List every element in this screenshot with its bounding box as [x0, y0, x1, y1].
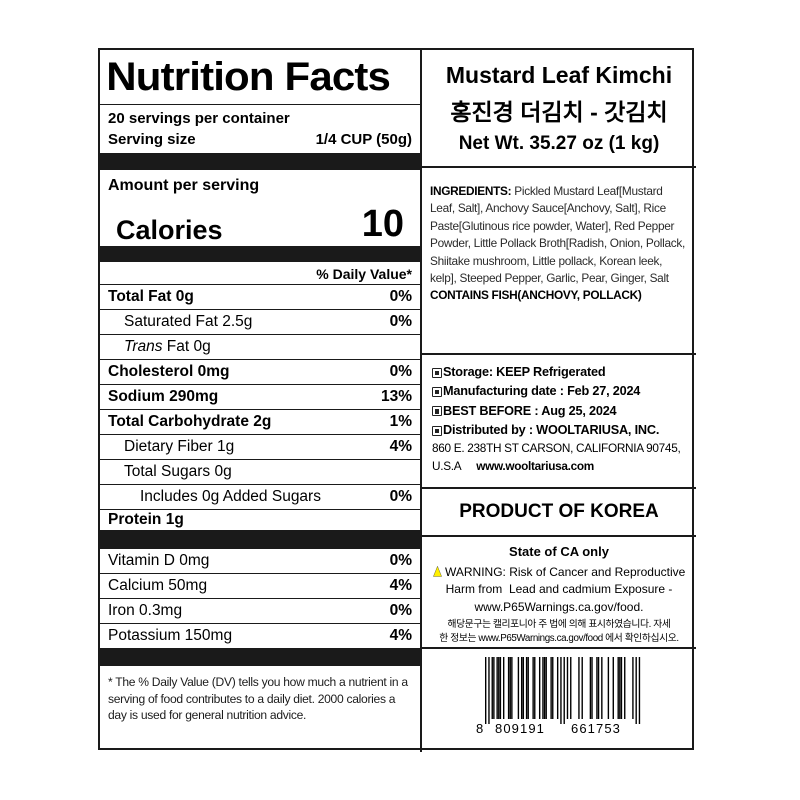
svg-text:809191: 809191	[495, 721, 545, 735]
svg-text:8: 8	[476, 721, 483, 735]
svg-text:661753: 661753	[571, 721, 621, 735]
